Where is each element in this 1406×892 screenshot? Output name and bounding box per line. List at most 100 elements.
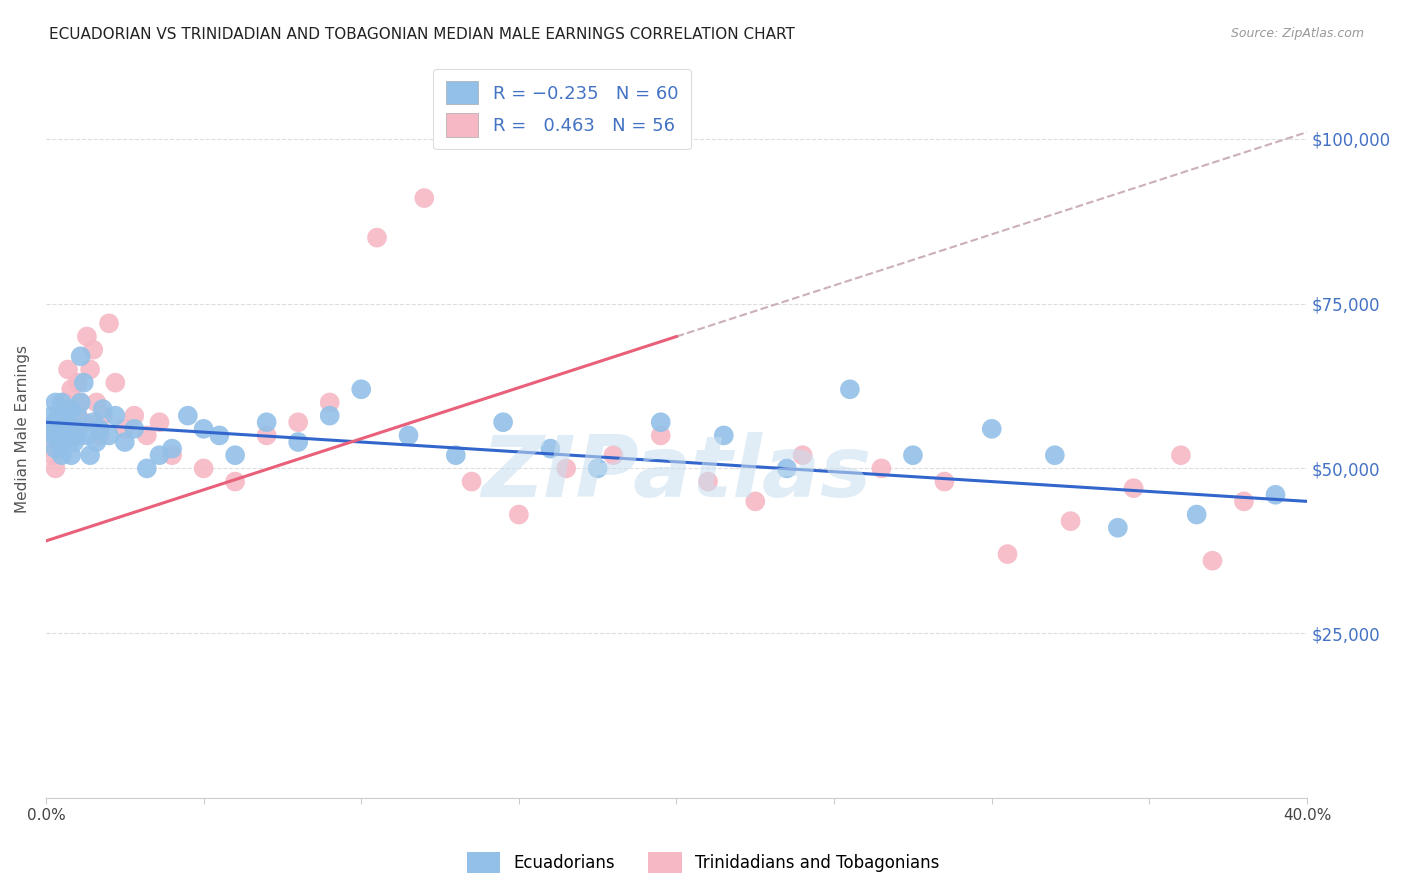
Point [53,409,76,423]
Point [44,442,66,456]
Point [53,428,76,442]
Point [602,448,624,462]
Point [460,475,482,489]
Point [69,395,91,409]
Point [650,415,672,429]
Point [870,461,893,475]
Point [997,547,1019,561]
Text: ECUADORIAN VS TRINIDADIAN AND TOBAGONIAN MEDIAN MALE EARNINGS CORRELATION CHART: ECUADORIAN VS TRINIDADIAN AND TOBAGONIAN… [49,27,794,42]
Point [79,362,101,376]
Point [51,448,73,462]
Point [160,442,183,456]
Point [98,428,121,442]
Point [1185,508,1208,522]
Point [492,415,515,429]
Point [38,422,60,436]
Point [104,376,127,390]
Point [91,402,114,417]
Point [76,329,98,343]
Point [41,409,63,423]
Point [193,461,215,475]
Point [44,461,66,475]
Point [413,191,436,205]
Point [38,435,60,450]
Point [73,415,96,429]
Point [60,382,83,396]
Y-axis label: Median Male Earnings: Median Male Earnings [15,345,30,513]
Point [318,395,340,409]
Point [56,415,79,429]
Point [41,428,63,442]
Point [66,428,89,442]
Point [82,343,104,357]
Point [1264,488,1286,502]
Legend: Ecuadorians, Trinidadians and Tobagonians: Ecuadorians, Trinidadians and Tobagonian… [460,846,946,880]
Point [1107,521,1129,535]
Point [135,428,157,442]
Point [1201,554,1223,568]
Point [1233,494,1256,508]
Point [44,422,66,436]
Point [148,415,170,429]
Point [350,382,373,396]
Point [776,461,799,475]
Point [48,435,70,450]
Point [114,435,136,450]
Point [53,428,76,442]
Point [148,448,170,462]
Point [63,422,86,436]
Point [44,415,66,429]
Point [66,409,89,423]
Point [398,428,420,442]
Point [51,422,73,436]
Point [287,415,309,429]
Point [63,428,86,442]
Point [60,448,83,462]
Point [69,395,91,409]
Point [44,395,66,409]
Point [318,409,340,423]
Point [122,422,145,436]
Point [41,448,63,462]
Point [66,376,89,390]
Point [114,422,136,436]
Text: Source: ZipAtlas.com: Source: ZipAtlas.com [1230,27,1364,40]
Point [1059,514,1081,528]
Point [160,448,183,462]
Point [63,435,86,450]
Point [69,349,91,363]
Point [104,409,127,423]
Point [66,409,89,423]
Point [980,422,1002,436]
Point [224,475,246,489]
Point [744,494,766,508]
Point [76,428,98,442]
Point [86,435,108,450]
Point [41,428,63,442]
Point [135,461,157,475]
Point [51,435,73,450]
Text: ZIPatlas: ZIPatlas [481,432,872,515]
Point [177,409,200,423]
Point [697,475,720,489]
Point [208,428,231,442]
Point [366,230,388,244]
Point [56,435,79,450]
Point [444,448,467,462]
Point [508,508,530,522]
Point [56,409,79,423]
Point [51,409,73,423]
Point [79,448,101,462]
Point [51,395,73,409]
Point [256,415,278,429]
Point [91,409,114,423]
Point [838,382,860,396]
Point [86,395,108,409]
Point [53,395,76,409]
Point [901,448,924,462]
Point [792,448,814,462]
Point [538,442,561,456]
Point [60,415,83,429]
Point [713,428,735,442]
Point [1043,448,1066,462]
